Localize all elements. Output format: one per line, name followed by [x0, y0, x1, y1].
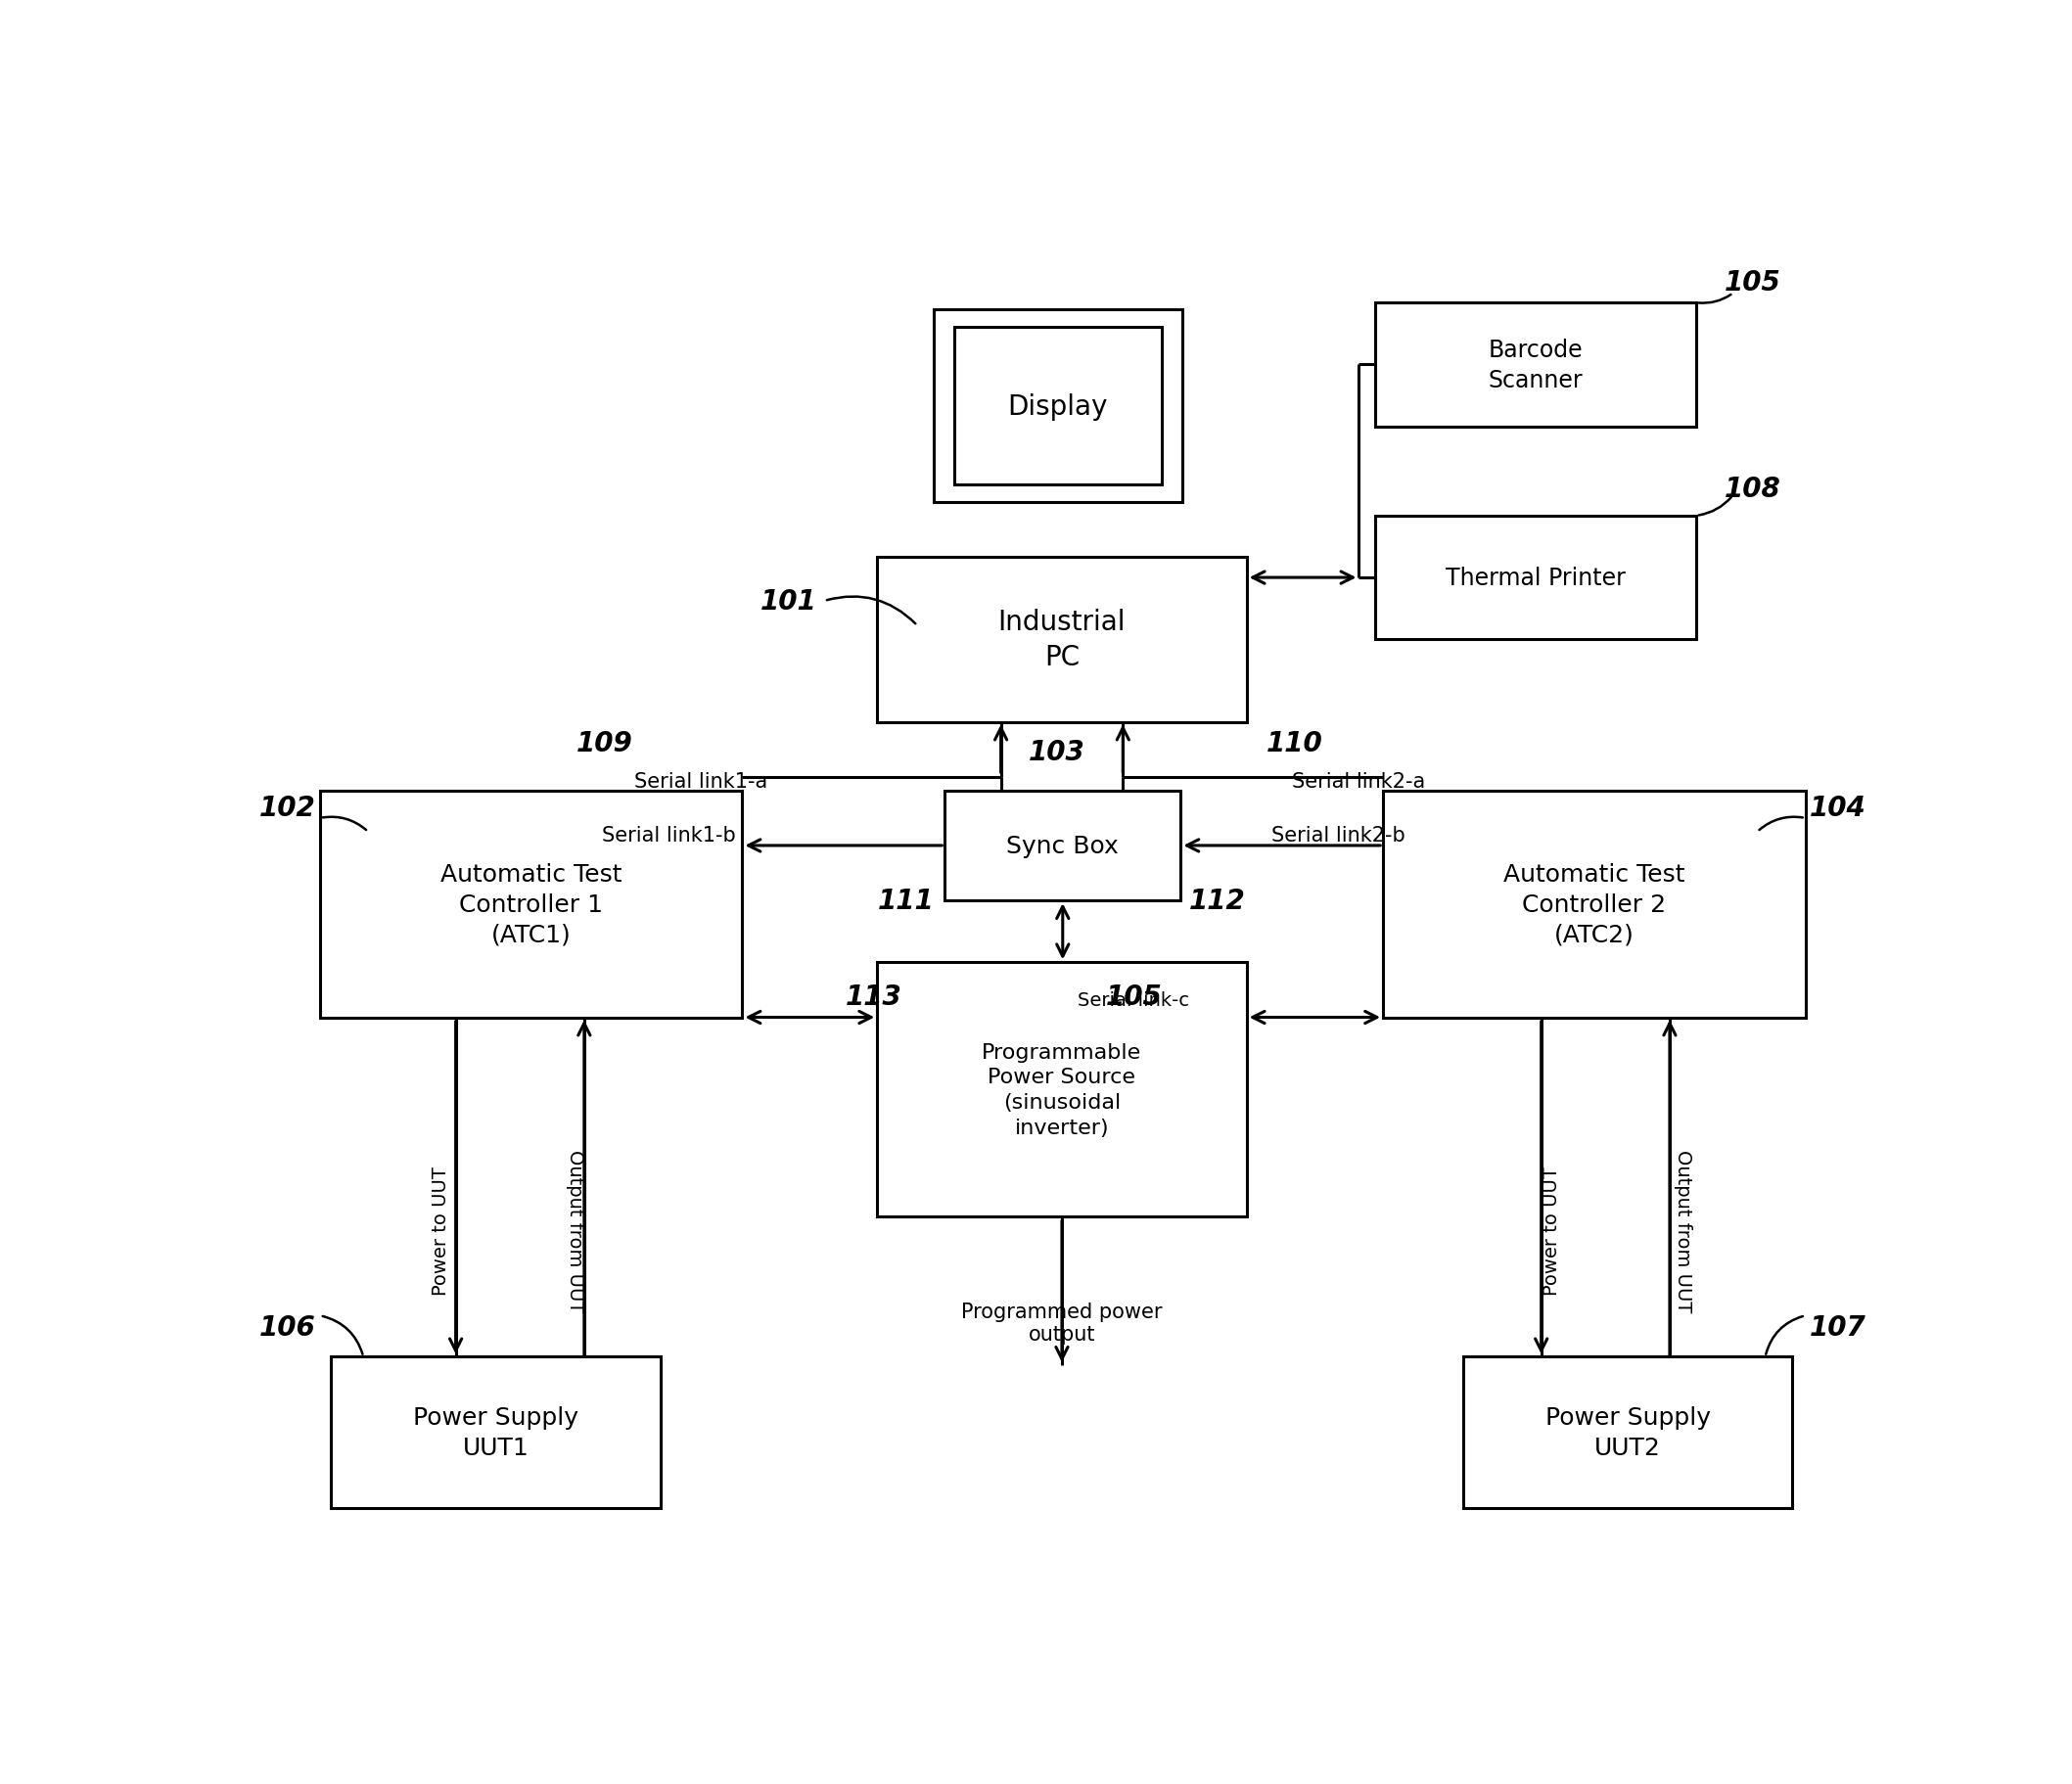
Text: 104: 104 — [1809, 794, 1865, 821]
Text: 106: 106 — [259, 1313, 317, 1340]
Text: 105: 105 — [1106, 983, 1162, 1012]
Bar — [945, 790, 1181, 901]
Text: 101: 101 — [760, 587, 816, 615]
Text: 108: 108 — [1724, 475, 1780, 503]
Text: Serial link1-a: Serial link1-a — [634, 772, 767, 790]
Text: Power Supply
UUT2: Power Supply UUT2 — [1546, 1406, 1711, 1459]
Bar — [1376, 516, 1697, 640]
Text: Display: Display — [1007, 392, 1109, 419]
Text: Serial link-c: Serial link-c — [1077, 990, 1189, 1010]
Bar — [932, 310, 1183, 503]
Text: Automatic Test
Controller 1
(ATC1): Automatic Test Controller 1 (ATC1) — [441, 863, 622, 946]
Text: Industrial
PC: Industrial PC — [999, 608, 1125, 671]
Text: 111: 111 — [879, 887, 934, 915]
Text: 103: 103 — [1030, 739, 1086, 767]
Text: Power Supply
UUT1: Power Supply UUT1 — [412, 1406, 578, 1459]
Text: Thermal Printer: Thermal Printer — [1446, 566, 1627, 591]
Text: Programmable
Power Source
(sinusoidal
inverter): Programmable Power Source (sinusoidal in… — [982, 1042, 1142, 1136]
Text: 107: 107 — [1809, 1313, 1865, 1340]
Bar — [332, 1358, 661, 1507]
Text: 113: 113 — [845, 983, 901, 1012]
Text: 110: 110 — [1266, 730, 1324, 756]
Text: Output from UUT: Output from UUT — [566, 1149, 584, 1311]
Text: 112: 112 — [1189, 887, 1245, 915]
Text: Automatic Test
Controller 2
(ATC2): Automatic Test Controller 2 (ATC2) — [1504, 863, 1685, 946]
Text: Serial link2-b: Serial link2-b — [1272, 826, 1405, 846]
Text: Barcode
Scanner: Barcode Scanner — [1488, 339, 1583, 392]
Bar — [955, 328, 1162, 485]
Bar — [319, 790, 742, 1017]
Bar — [876, 557, 1247, 723]
Text: Sync Box: Sync Box — [1007, 835, 1119, 858]
Text: Serial link2-a: Serial link2-a — [1293, 772, 1426, 790]
Bar — [1384, 790, 1805, 1017]
Text: 109: 109 — [576, 730, 632, 756]
Text: 105: 105 — [1724, 269, 1780, 296]
Bar — [876, 963, 1247, 1217]
Bar — [1463, 1358, 1792, 1507]
Text: Power to UUT: Power to UUT — [1542, 1167, 1560, 1295]
Text: Serial link1-b: Serial link1-b — [601, 826, 736, 846]
Text: Output from UUT: Output from UUT — [1674, 1149, 1693, 1311]
Text: Power to UUT: Power to UUT — [431, 1167, 450, 1295]
Bar — [1376, 303, 1697, 426]
Text: 102: 102 — [259, 794, 317, 821]
Text: Programmed power
output: Programmed power output — [961, 1302, 1162, 1343]
